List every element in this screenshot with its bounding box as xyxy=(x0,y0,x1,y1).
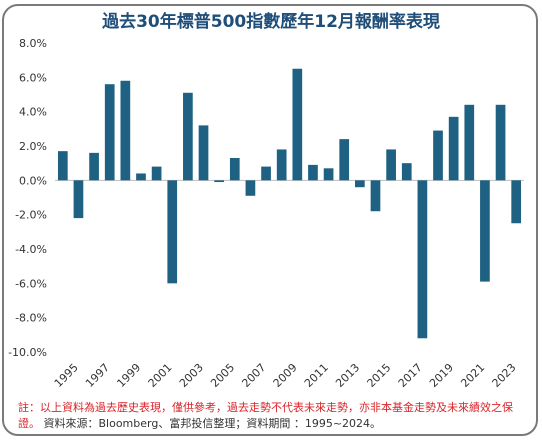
y-axis-ticks: 8.0% 6.0% 4.0% 2.0% 0.0% -2.0% -4.0% -6.0% -8.0%… xyxy=(8,37,47,359)
x-axis-ticks: 1995 1997 1999 2001 2003 2005 2007 2009 2011 2013… xyxy=(52,361,519,390)
bar-2020 xyxy=(448,116,459,181)
bar-2017 xyxy=(401,163,412,181)
x-tick-label: 2005 xyxy=(208,361,237,390)
bar-2022 xyxy=(480,180,490,282)
bar-2012 xyxy=(323,168,334,181)
y-tick-label: -10.0% xyxy=(8,346,47,359)
y-tick-label: -6.0% xyxy=(15,277,47,290)
y-tick-label: -8.0% xyxy=(15,312,47,325)
y-tick-label: 6.0% xyxy=(19,71,47,84)
bar-2013 xyxy=(339,139,350,181)
y-tick-label: -4.0% xyxy=(15,243,47,256)
y-tick-label: -2.0% xyxy=(15,209,47,222)
bar-2007 xyxy=(245,180,256,196)
bar-2000 xyxy=(136,173,146,181)
bars xyxy=(57,68,522,339)
footnote: 註：以上資料為過去歷史表現，僅供參考，過去走勢不代表未來走勢，亦非本基金走勢及未… xyxy=(18,400,534,432)
x-tick-label: 2017 xyxy=(396,361,425,390)
source-text: 資料來源：Bloomberg、富邦投信整理；資料期間 ：1995~2024。 xyxy=(43,417,382,430)
y-tick-label: 4.0% xyxy=(19,106,47,119)
bar-2023 xyxy=(495,104,506,181)
bar-2010 xyxy=(292,68,303,181)
bar-2003 xyxy=(183,92,193,181)
bar-2021 xyxy=(464,104,475,181)
x-tick-label: 1999 xyxy=(114,361,143,390)
x-tick-label: 2015 xyxy=(365,361,394,390)
x-tick-label: 2001 xyxy=(146,361,175,390)
x-tick-label: 2013 xyxy=(333,361,362,390)
bar-2011 xyxy=(308,164,318,181)
y-tick-label: 2.0% xyxy=(19,140,47,153)
chart-frame xyxy=(2,4,538,436)
x-tick-label: 1995 xyxy=(52,361,81,390)
bar-2001 xyxy=(151,166,162,181)
x-tick-label: 2019 xyxy=(427,361,456,390)
bar-1997 xyxy=(89,152,99,181)
bar-2014 xyxy=(355,180,365,188)
bar-2002 xyxy=(167,180,178,284)
x-tick-label: 2023 xyxy=(490,361,519,390)
bar-1995 xyxy=(57,151,68,181)
y-tick-label: 0.0% xyxy=(19,174,47,187)
bar-1999 xyxy=(120,80,131,181)
bar-2006 xyxy=(229,158,240,181)
y-tick-label: 8.0% xyxy=(19,37,47,50)
bar-2016 xyxy=(386,149,396,181)
x-tick-label: 1997 xyxy=(83,361,112,390)
bar-2008 xyxy=(261,166,271,181)
disclaimer-text: 註：以上資料為過去歷史表現，僅供參考，過去走勢不代表未來走勢，亦非本基金走勢及未… xyxy=(18,401,513,430)
bar-2024 xyxy=(511,180,522,224)
bar-2018 xyxy=(417,180,428,339)
bar-1998 xyxy=(104,84,115,181)
x-tick-label: 2007 xyxy=(239,361,268,390)
bar-2004 xyxy=(198,125,209,181)
bar-2009 xyxy=(276,149,287,181)
x-tick-label: 2009 xyxy=(271,361,300,390)
bar-2015 xyxy=(370,180,381,212)
chart-title: 過去30年標普500指數歷年12月報酬率表現 xyxy=(102,12,440,32)
bar-1996 xyxy=(73,180,84,219)
bar-2005 xyxy=(214,180,224,183)
x-tick-label: 2021 xyxy=(458,361,487,390)
bar-2019 xyxy=(433,130,443,181)
x-tick-label: 2003 xyxy=(177,361,206,390)
x-tick-label: 2011 xyxy=(302,361,331,390)
